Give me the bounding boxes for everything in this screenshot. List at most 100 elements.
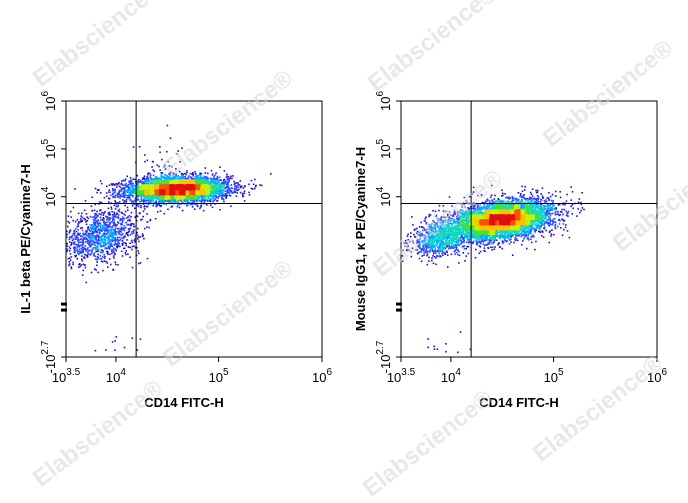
event-dot (236, 186, 238, 188)
event-dot (101, 211, 103, 214)
event-dot (161, 199, 163, 201)
event-dot (131, 266, 134, 269)
event-dot (117, 227, 120, 230)
event-dot (97, 214, 99, 217)
event-dot (91, 249, 93, 251)
event-dot (213, 191, 215, 194)
event-dot (107, 242, 109, 244)
event-dot (130, 231, 133, 233)
event-dot (165, 177, 168, 179)
event-dot (108, 213, 111, 215)
event-dot (217, 180, 219, 182)
event-dot (240, 185, 242, 188)
event-dot (159, 184, 161, 186)
event-dot (97, 257, 99, 260)
event-dot (98, 238, 100, 240)
event-dot (117, 192, 120, 194)
event-dot (78, 244, 80, 247)
event-dot (156, 195, 158, 198)
event-dot (125, 191, 127, 194)
event-dot (218, 184, 220, 187)
event-dot (158, 197, 160, 200)
event-dot (123, 229, 126, 232)
event-dot (200, 176, 202, 179)
event-dot (89, 249, 91, 252)
event-dot (208, 186, 210, 189)
event-dot (116, 244, 119, 246)
event-dot (141, 200, 143, 202)
event-dot (118, 208, 121, 211)
event-dot (86, 230, 88, 232)
event-dot (93, 219, 96, 222)
event-dot (179, 198, 181, 200)
event-dot (99, 209, 101, 212)
event-dot (113, 195, 115, 198)
event-dot (106, 229, 109, 231)
event-dot (100, 241, 102, 244)
event-dot (154, 190, 156, 192)
event-dot (192, 171, 194, 174)
event-dot (172, 195, 174, 197)
event-dot (99, 201, 101, 203)
event-dot (213, 184, 215, 186)
event-dot (109, 191, 111, 194)
event-dot (78, 253, 80, 256)
event-dot (126, 189, 128, 191)
event-dot (220, 179, 223, 182)
event-dot (95, 248, 98, 250)
event-dot (116, 228, 119, 230)
event-dot (118, 242, 120, 244)
event-dot (101, 255, 104, 258)
event-dot (117, 231, 120, 234)
event-dot (220, 189, 222, 192)
event-dot (220, 191, 222, 194)
event-dot (100, 257, 103, 260)
event-dot (126, 239, 128, 241)
event-dot (81, 219, 84, 222)
event-dot (114, 214, 116, 217)
event-dot (103, 226, 105, 228)
event-dot (155, 176, 158, 178)
event-dot (172, 172, 175, 174)
event-dot (168, 193, 171, 195)
event-dot (110, 221, 112, 224)
event-dot (168, 173, 170, 175)
event-dot (114, 224, 117, 226)
event-dot (195, 194, 197, 197)
event-dot (93, 215, 95, 218)
event-dot (115, 336, 118, 338)
event-dot (109, 253, 111, 256)
event-dot (108, 241, 111, 243)
event-dot (216, 200, 219, 202)
event-dot (136, 191, 138, 194)
event-dot (87, 217, 90, 220)
event-dot (123, 200, 126, 202)
event-dot (68, 257, 71, 259)
event-dot (82, 248, 85, 251)
event-dot (133, 188, 136, 191)
event-dot (95, 239, 98, 241)
event-dot (215, 186, 218, 189)
event-dot (89, 230, 92, 232)
event-dot (118, 243, 120, 245)
event-dot (229, 177, 231, 179)
event-dot (80, 244, 82, 246)
event-dot (81, 258, 83, 260)
event-dot (159, 182, 162, 185)
event-dot (163, 165, 166, 168)
event-dot (134, 192, 137, 194)
event-dot (101, 260, 104, 263)
event-dot (121, 183, 123, 186)
event-dot (210, 204, 212, 206)
event-dot (198, 187, 200, 190)
event-dot (127, 187, 130, 190)
event-dot (81, 241, 84, 244)
event-dot (87, 227, 89, 229)
event-dot (74, 251, 76, 253)
event-dot (170, 192, 172, 194)
event-dot (193, 181, 196, 184)
event-dot (82, 234, 85, 236)
event-dot (139, 193, 142, 196)
event-dot (140, 188, 143, 191)
event-dot (173, 191, 176, 193)
